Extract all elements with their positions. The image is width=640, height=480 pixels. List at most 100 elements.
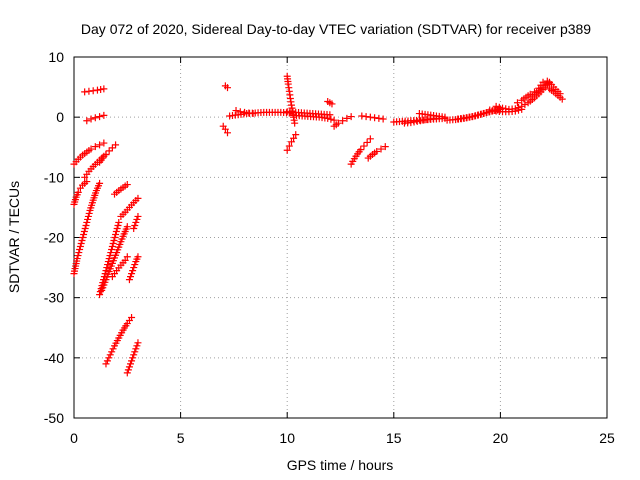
data-point: [73, 255, 81, 263]
data-point: [283, 146, 291, 154]
data-point: [326, 111, 334, 119]
series-arc-25: [324, 98, 336, 108]
data-point: [366, 113, 374, 121]
data-point: [515, 104, 523, 112]
data-point: [423, 116, 431, 124]
data-point: [416, 117, 424, 125]
series-arc-27: [347, 135, 374, 168]
data-point: [124, 366, 132, 374]
series-arc-3: [70, 179, 104, 278]
data-point: [327, 115, 335, 123]
x-tick-label: 25: [599, 430, 615, 446]
data-point: [81, 224, 89, 232]
data-point: [105, 255, 113, 263]
data-point: [85, 87, 93, 95]
data-point: [108, 348, 116, 356]
data-point: [357, 146, 365, 154]
data-point: [366, 135, 374, 143]
data-point: [82, 221, 90, 229]
data-point: [108, 243, 116, 251]
series-arc-15: [125, 253, 142, 284]
data-point: [112, 227, 120, 235]
data-point: [126, 360, 134, 368]
data-point: [85, 209, 93, 217]
data-point: [87, 145, 95, 153]
data-point: [330, 116, 338, 124]
data-point: [80, 230, 88, 238]
data-point: [347, 113, 355, 121]
series-arc-6: [83, 111, 108, 125]
data-point: [131, 221, 139, 229]
data-point: [107, 249, 115, 257]
data-point: [76, 243, 84, 251]
data-point: [108, 246, 116, 254]
x-tick-label: 20: [493, 430, 509, 446]
data-point: [74, 252, 82, 260]
data-point: [495, 103, 503, 111]
data-point: [130, 264, 138, 272]
series-arc-7: [96, 218, 123, 299]
data-point: [115, 218, 123, 226]
data-point: [133, 215, 141, 223]
series-arc-28: [358, 112, 387, 123]
data-point: [134, 253, 142, 261]
y-tick-label: 10: [48, 49, 64, 65]
series-arc-18: [221, 82, 232, 92]
data-point: [290, 134, 298, 142]
data-point: [123, 181, 131, 189]
data-point: [224, 129, 232, 137]
data-point: [79, 234, 87, 241]
data-point: [499, 104, 507, 112]
x-tick-label: 15: [386, 430, 402, 446]
data-point: [112, 141, 120, 149]
data-point: [89, 87, 97, 95]
data-point: [371, 114, 379, 122]
data-point: [123, 253, 131, 261]
data-point: [104, 258, 112, 266]
data-point: [407, 119, 415, 127]
data-point: [291, 119, 299, 127]
data-point: [123, 369, 131, 377]
series-arc-14: [123, 339, 142, 377]
data-point: [420, 116, 428, 124]
series-arc-2: [70, 178, 91, 208]
data-point: [131, 261, 139, 269]
series-arc-10: [102, 314, 136, 368]
data-point: [81, 88, 89, 96]
data-point: [83, 117, 91, 125]
data-point: [96, 141, 104, 149]
data-point: [292, 131, 300, 139]
data-point: [77, 240, 85, 248]
data-point: [102, 267, 110, 275]
series-arc-11: [108, 253, 131, 281]
data-point: [134, 212, 142, 220]
data-point: [558, 95, 566, 103]
data-point: [379, 115, 387, 123]
x-tick-label: 0: [70, 430, 78, 446]
data-point: [541, 83, 549, 91]
x-tick-label: 5: [177, 430, 185, 446]
series-arc-8: [96, 141, 120, 166]
series-arc-12: [111, 181, 131, 198]
data-point: [125, 363, 133, 371]
data-point: [121, 256, 129, 264]
data-point: [96, 179, 104, 187]
data-point: [502, 105, 510, 113]
series-arc-5: [81, 85, 108, 96]
data-point: [133, 342, 141, 350]
series-arc-1: [70, 139, 108, 168]
data-point: [83, 218, 91, 226]
y-axis-label: SDTVAR / TECUs: [6, 181, 22, 293]
data-point: [91, 143, 99, 151]
data-point: [134, 194, 142, 202]
data-point: [128, 314, 136, 322]
y-tick-label: -40: [44, 350, 64, 366]
data-point: [486, 106, 494, 114]
data-point: [96, 113, 104, 121]
data-point: [84, 212, 92, 220]
series-arc-20: [232, 107, 257, 118]
data-point: [363, 138, 371, 146]
data-point: [358, 112, 366, 120]
data-point: [108, 144, 116, 152]
data-point: [103, 357, 111, 365]
